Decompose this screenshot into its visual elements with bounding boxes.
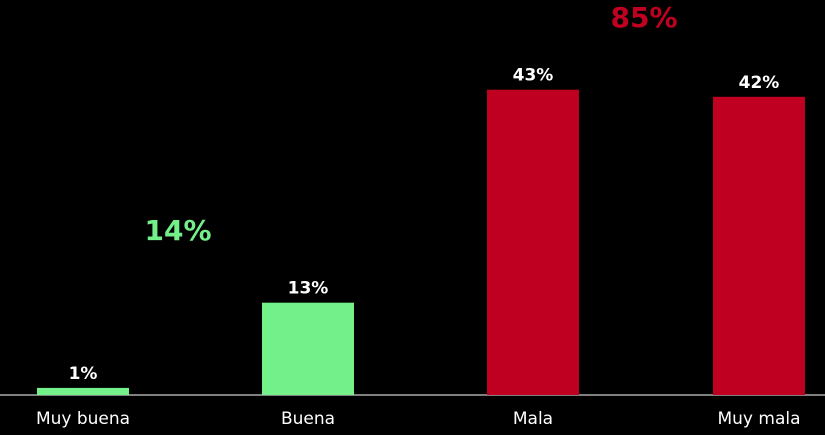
category-label: Mala (513, 409, 553, 429)
category-label: Buena (281, 409, 335, 429)
bars (37, 89, 805, 396)
bar-mala (487, 89, 579, 395)
bar-muy-buena (37, 387, 129, 395)
value-label: 42% (739, 73, 780, 93)
bar-muy-mala (713, 96, 805, 396)
value-labels: 1% 13% 43% 42% (68, 65, 780, 384)
bar-buena (262, 302, 354, 395)
group-total-negative-label: 85% (610, 1, 677, 34)
value-label: 43% (513, 66, 554, 86)
category-labels: Muy buena Buena Mala Muy mala (36, 409, 801, 429)
value-label: 13% (288, 279, 329, 299)
category-label: Muy buena (36, 409, 130, 429)
category-label: Muy mala (717, 409, 800, 429)
value-label: 1% (69, 364, 98, 384)
group-total-positive-label: 14% (144, 214, 211, 247)
